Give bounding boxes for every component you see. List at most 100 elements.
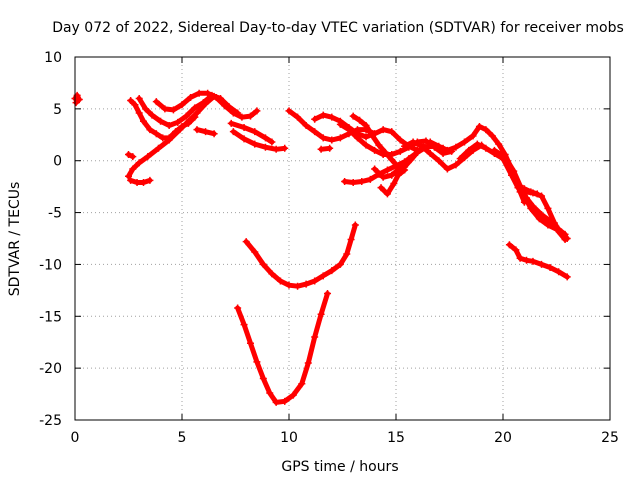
- data-point: [401, 166, 409, 174]
- data-point: [516, 254, 524, 262]
- data-point: [533, 190, 541, 198]
- data-point: [396, 147, 404, 155]
- y-tick-label: 10: [44, 50, 62, 66]
- data-point: [358, 177, 366, 185]
- data-point: [356, 116, 364, 124]
- data-point: [272, 145, 280, 153]
- data-point: [510, 173, 518, 181]
- data-point: [131, 101, 139, 109]
- data-point: [482, 144, 490, 152]
- data-point: [127, 97, 135, 105]
- data-point: [251, 248, 259, 256]
- data-point: [460, 138, 468, 146]
- data-point: [159, 134, 167, 142]
- data-point: [343, 250, 351, 258]
- y-tick-label: -25: [39, 413, 62, 429]
- data-point: [125, 150, 132, 158]
- data-point: [336, 120, 344, 128]
- data-point: [351, 221, 359, 229]
- data-point: [253, 107, 261, 115]
- data-point: [516, 188, 524, 196]
- data-point: [379, 126, 387, 134]
- data-point: [139, 117, 147, 125]
- data-point: [520, 185, 528, 193]
- data-point: [443, 146, 451, 154]
- data-point: [362, 133, 370, 141]
- data-point: [259, 375, 267, 383]
- data-point: [302, 280, 310, 288]
- data-point: [298, 380, 306, 388]
- data-point: [561, 230, 569, 238]
- data-point: [435, 142, 443, 150]
- data-point: [253, 358, 261, 366]
- data-series: [71, 89, 571, 406]
- data-point: [281, 397, 289, 405]
- data-point: [388, 128, 396, 136]
- y-tick-label: -10: [39, 257, 62, 273]
- data-point: [523, 256, 531, 264]
- data-point: [266, 389, 274, 397]
- x-tick-label: 20: [494, 430, 512, 446]
- data-point: [371, 146, 379, 154]
- data-point: [193, 109, 201, 117]
- series-track-z: [520, 185, 541, 198]
- series-track-aa: [505, 241, 571, 281]
- y-tick-label: 0: [53, 154, 62, 170]
- data-point: [418, 142, 426, 150]
- data-point: [227, 119, 235, 127]
- data-point: [544, 221, 552, 229]
- data-point: [383, 166, 391, 174]
- data-point: [165, 134, 173, 142]
- data-point: [174, 118, 182, 126]
- data-point: [139, 178, 147, 186]
- data-point: [135, 94, 143, 102]
- data-point: [336, 134, 344, 142]
- data-point: [75, 96, 83, 104]
- data-point: [366, 175, 374, 183]
- data-point: [311, 128, 319, 136]
- data-point: [204, 89, 212, 97]
- x-tick-label: 10: [280, 430, 298, 446]
- data-point: [268, 138, 276, 146]
- data-point: [152, 98, 160, 106]
- series-track-p: [336, 120, 456, 158]
- data-point: [157, 117, 165, 125]
- data-point: [490, 146, 498, 154]
- data-point: [311, 333, 319, 341]
- data-point: [538, 192, 546, 200]
- series-line: [72, 92, 82, 106]
- series-track-j: [229, 128, 289, 153]
- data-point: [294, 113, 302, 121]
- data-point: [154, 144, 162, 152]
- data-point: [328, 136, 336, 144]
- series-track-r: [341, 158, 409, 186]
- grid-lines: [75, 57, 610, 420]
- data-point: [383, 190, 391, 198]
- data-point: [311, 115, 319, 123]
- data-point: [178, 122, 186, 130]
- data-point: [388, 171, 396, 179]
- data-point: [133, 178, 141, 186]
- data-point: [240, 135, 248, 143]
- data-point: [242, 238, 250, 246]
- data-point: [172, 128, 180, 136]
- data-point: [555, 225, 563, 233]
- data-point: [210, 130, 218, 138]
- series-track-s: [377, 166, 409, 198]
- data-point: [349, 112, 357, 120]
- data-point: [125, 172, 132, 180]
- data-point: [234, 304, 242, 312]
- data-point: [535, 215, 543, 223]
- data-point: [336, 260, 344, 268]
- data-point: [349, 178, 357, 186]
- data-point: [324, 289, 332, 297]
- data-point: [475, 122, 483, 130]
- data-point: [72, 99, 80, 107]
- data-point: [259, 260, 267, 268]
- series-track-h: [193, 126, 218, 138]
- data-point: [135, 109, 143, 117]
- x-tick-label: 25: [601, 430, 619, 446]
- data-point: [495, 140, 503, 148]
- y-tick-label: -15: [39, 309, 62, 325]
- data-point: [261, 143, 269, 151]
